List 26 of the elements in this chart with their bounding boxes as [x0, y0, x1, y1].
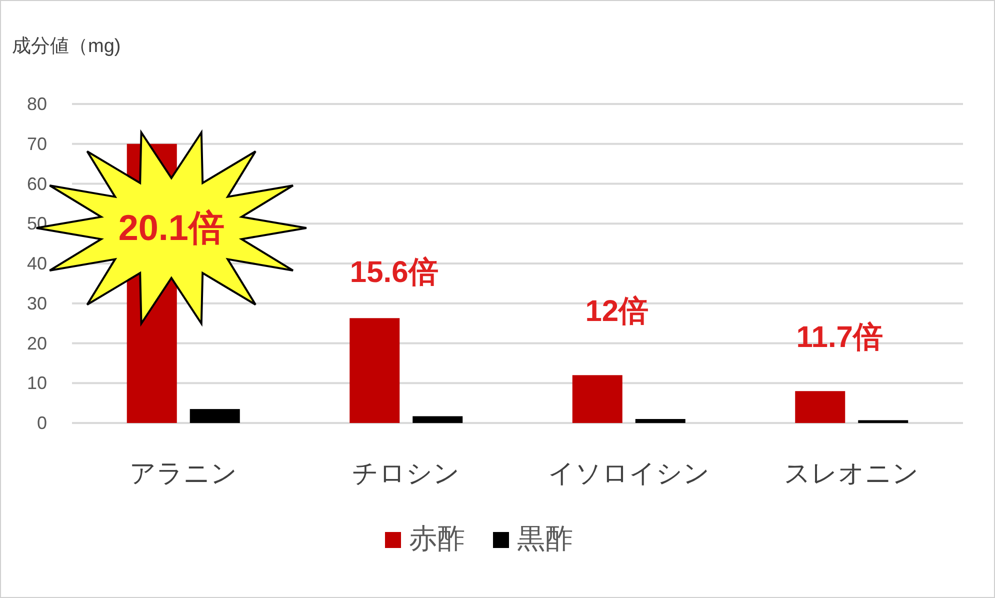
- legend-label: 赤酢: [409, 523, 465, 554]
- y-tick-label: 80: [26, 94, 47, 114]
- x-tick-label: アラニン: [129, 458, 238, 488]
- bar: [350, 318, 400, 423]
- x-tick-label: チロシン: [352, 458, 460, 488]
- y-tick-label: 70: [26, 134, 47, 154]
- x-tick-label: スレオニン: [784, 458, 920, 488]
- y-tick-label: 0: [36, 413, 47, 433]
- bar: [635, 419, 686, 423]
- y-tick-label: 20: [26, 333, 47, 354]
- x-tick-label: イソロイシン: [548, 458, 710, 488]
- bar: [190, 409, 240, 423]
- legend-label: 黒酢: [517, 523, 573, 554]
- y-axis-title: 成分値（mg): [12, 36, 121, 57]
- y-tick-label: 60: [26, 174, 47, 194]
- annotation: 20.1倍: [118, 207, 224, 248]
- annotation: 11.7倍: [796, 321, 883, 354]
- annotation: 12倍: [585, 295, 649, 328]
- annotation: 15.6倍: [350, 256, 438, 289]
- y-tick-label: 40: [26, 254, 47, 274]
- y-tick-label: 30: [26, 293, 47, 314]
- y-tick-label: 10: [26, 373, 47, 394]
- bar: [412, 416, 463, 423]
- bar: [858, 420, 908, 423]
- bar: [795, 391, 846, 423]
- bar: [572, 375, 622, 423]
